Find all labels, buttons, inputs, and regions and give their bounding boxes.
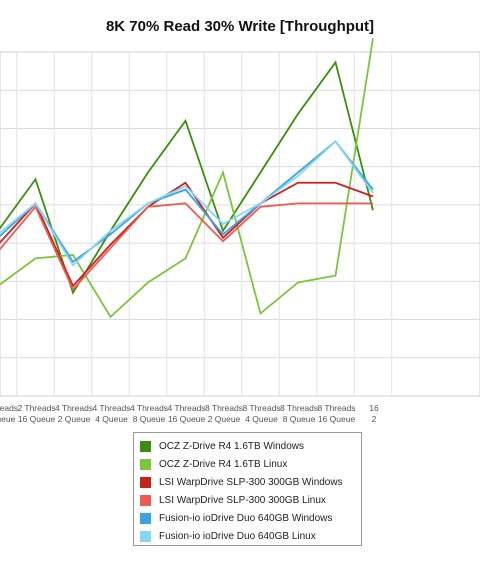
legend-label: Fusion-io ioDrive Duo 640GB Linux — [159, 530, 316, 542]
legend-swatch — [140, 494, 151, 506]
legend-item: OCZ Z-Drive R4 1.6TB Windows — [140, 437, 361, 455]
legend-swatch — [140, 512, 151, 524]
legend-label: OCZ Z-Drive R4 1.6TB Windows — [159, 440, 305, 452]
series-line — [0, 60, 374, 295]
grid — [0, 51, 480, 397]
x-tick-label: 8 Threads — [317, 403, 355, 413]
legend-item: LSI WarpDrive SLP-300 300GB Windows — [140, 473, 361, 491]
legend-label: LSI WarpDrive SLP-300 300GB Windows — [159, 476, 343, 488]
legend-item: Fusion-io ioDrive Duo 640GB Windows — [140, 509, 361, 527]
legend-label: LSI WarpDrive SLP-300 300GB Linux — [159, 494, 326, 506]
chart-title: 8K 70% Read 30% Write [Throughput] — [105, 18, 375, 35]
x-tick-label: 4 Threads — [167, 403, 205, 413]
legend-item: Fusion-io ioDrive Duo 640GB Linux — [140, 527, 361, 545]
legend-swatch — [140, 530, 151, 542]
legend-item: OCZ Z-Drive R4 1.6TB Linux — [140, 455, 361, 473]
x-tick-label: 2 — [372, 414, 377, 424]
legend-label: Fusion-io ioDrive Duo 640GB Windows — [159, 512, 333, 524]
legend-item: LSI WarpDrive SLP-300 300GB Linux — [140, 491, 361, 509]
x-tick-label: 2 Queue — [208, 414, 241, 424]
x-tick-label: 8 Queue — [0, 414, 16, 424]
series-line — [0, 202, 373, 291]
x-tick-label: 2 Threads — [17, 403, 55, 413]
x-tick-label: 8 Threads — [242, 403, 280, 413]
x-tick-label: 8 Threads — [280, 403, 318, 413]
x-tick-label: 16 Queue — [18, 414, 56, 424]
x-tick-label: 4 Threads — [130, 403, 168, 413]
legend-swatch — [140, 458, 151, 470]
plot-area — [0, 51, 480, 397]
x-tick-label: 4 Queue — [245, 414, 278, 424]
x-tick-label: 8 Threads — [205, 403, 243, 413]
series-line — [0, 38, 374, 319]
x-tick-label: 8 Queue — [133, 414, 166, 424]
x-tick-label: 4 Threads — [92, 403, 130, 413]
legend-swatch — [140, 476, 151, 488]
series-line — [0, 140, 374, 264]
x-tick-label: 4 Queue — [95, 414, 128, 424]
legend-label: OCZ Z-Drive R4 1.6TB Linux — [159, 458, 288, 470]
x-tick-label: 16 — [369, 403, 379, 413]
x-tick-label: 2 Queue — [58, 414, 91, 424]
x-tick-label: 4 Threads — [55, 403, 93, 413]
x-tick-label: 2 Threads — [0, 403, 18, 413]
legend-swatch — [140, 440, 151, 452]
legend: OCZ Z-Drive R4 1.6TB Windows OCZ Z-Drive … — [133, 432, 362, 546]
x-tick-label: 16 Queue — [168, 414, 206, 424]
x-tick-label: 8 Queue — [283, 414, 316, 424]
series-line — [0, 140, 374, 267]
series-lines — [0, 38, 374, 319]
x-tick-label: 16 Queue — [318, 414, 356, 424]
series-line — [0, 181, 374, 288]
